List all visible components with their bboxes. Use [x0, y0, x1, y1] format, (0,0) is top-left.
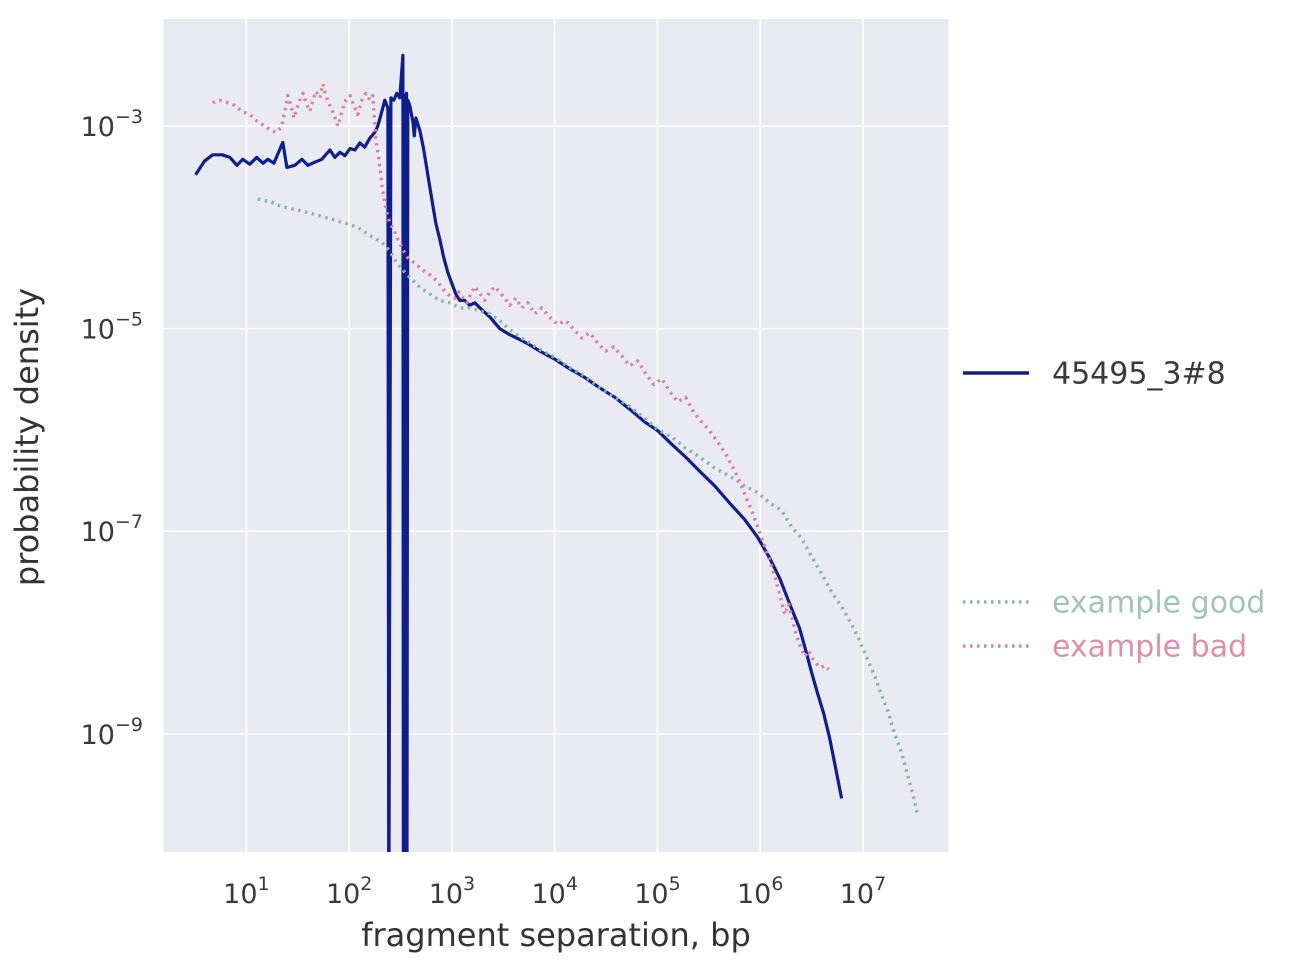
legend-item-2: example bad [963, 630, 1247, 665]
y-axis-label: probability density [8, 288, 46, 586]
x-tick-label: 103 [429, 873, 475, 910]
x-tick-label: 105 [634, 873, 680, 910]
plot-area [163, 19, 949, 852]
legend-item-1: example good [963, 586, 1265, 621]
legend-label: example bad [1052, 630, 1247, 665]
x-tick-label: 101 [223, 873, 269, 910]
x-axis-label: fragment separation, bp [361, 916, 751, 954]
x-tick-label: 106 [737, 873, 783, 910]
series-line-0 [194, 53, 844, 852]
y-tick-label: 10−9 [81, 714, 143, 751]
y-tick-label: 10−5 [81, 309, 143, 346]
y-tick-label: 10−3 [81, 106, 143, 143]
legend-item-0: 45495_3#8 [963, 357, 1226, 392]
x-tick-label: 107 [840, 873, 886, 910]
legend-label: example good [1052, 586, 1265, 621]
axis-ticks: 101 102 103 104 105 106 107 10−3 10−5 10−7 10−9 [81, 106, 887, 910]
x-tick-label: 102 [326, 873, 372, 910]
series-line-2 [212, 82, 830, 671]
x-tick-label: 104 [531, 873, 577, 910]
plot-background [163, 19, 949, 852]
legend-label: 45495_3#8 [1052, 357, 1226, 392]
y-tick-label: 10−7 [81, 511, 143, 548]
series-line-1 [257, 197, 920, 815]
